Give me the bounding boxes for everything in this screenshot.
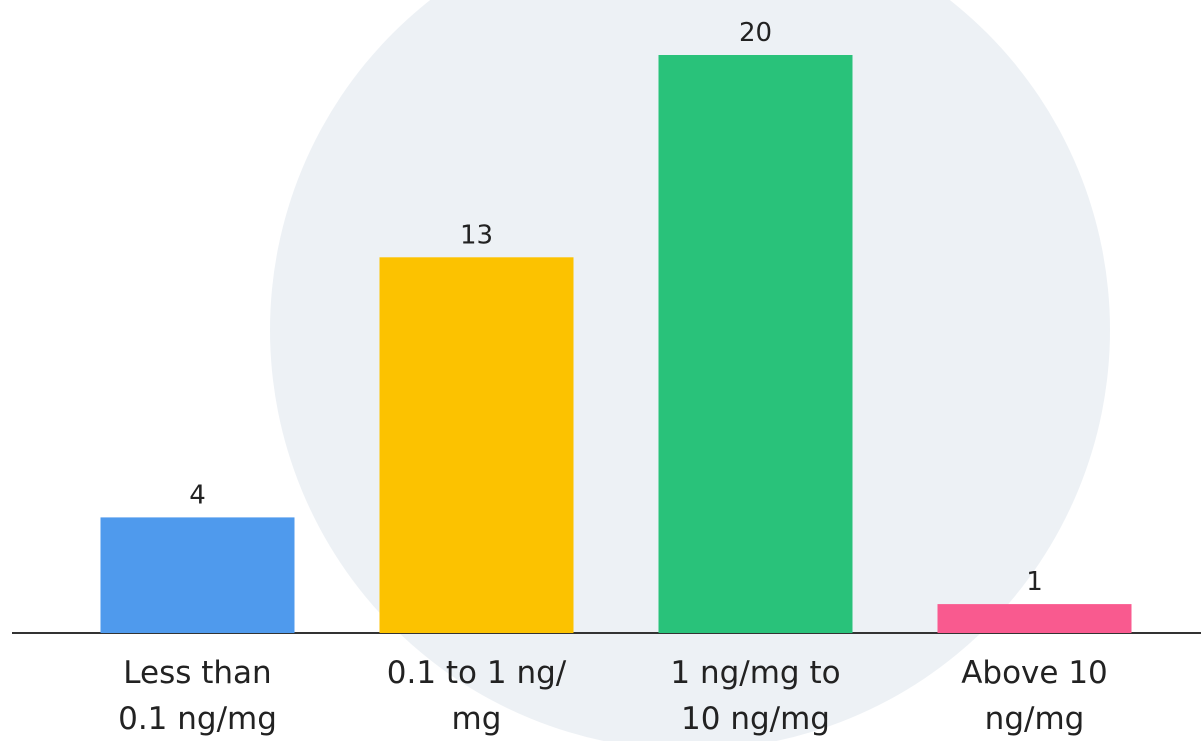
x-tick-label: 0.1 to 1 ng/ <box>387 655 567 691</box>
x-tick-label: Less than <box>123 655 271 691</box>
bar <box>100 517 295 633</box>
bar <box>658 55 853 633</box>
x-tick-label: 0.1 ng/mg <box>118 701 277 737</box>
bar <box>937 604 1132 633</box>
x-tick-label: 1 ng/mg to <box>670 655 840 691</box>
x-tick-label: mg <box>452 701 502 737</box>
bar <box>379 257 574 633</box>
x-tick-label: Above 10 <box>961 655 1108 691</box>
x-tick-label: ng/mg <box>985 701 1085 737</box>
value-label: 20 <box>739 18 772 48</box>
value-label: 13 <box>460 220 493 250</box>
value-label: 4 <box>189 480 206 510</box>
x-tick-label: 10 ng/mg <box>681 701 830 737</box>
value-label: 1 <box>1026 567 1043 597</box>
